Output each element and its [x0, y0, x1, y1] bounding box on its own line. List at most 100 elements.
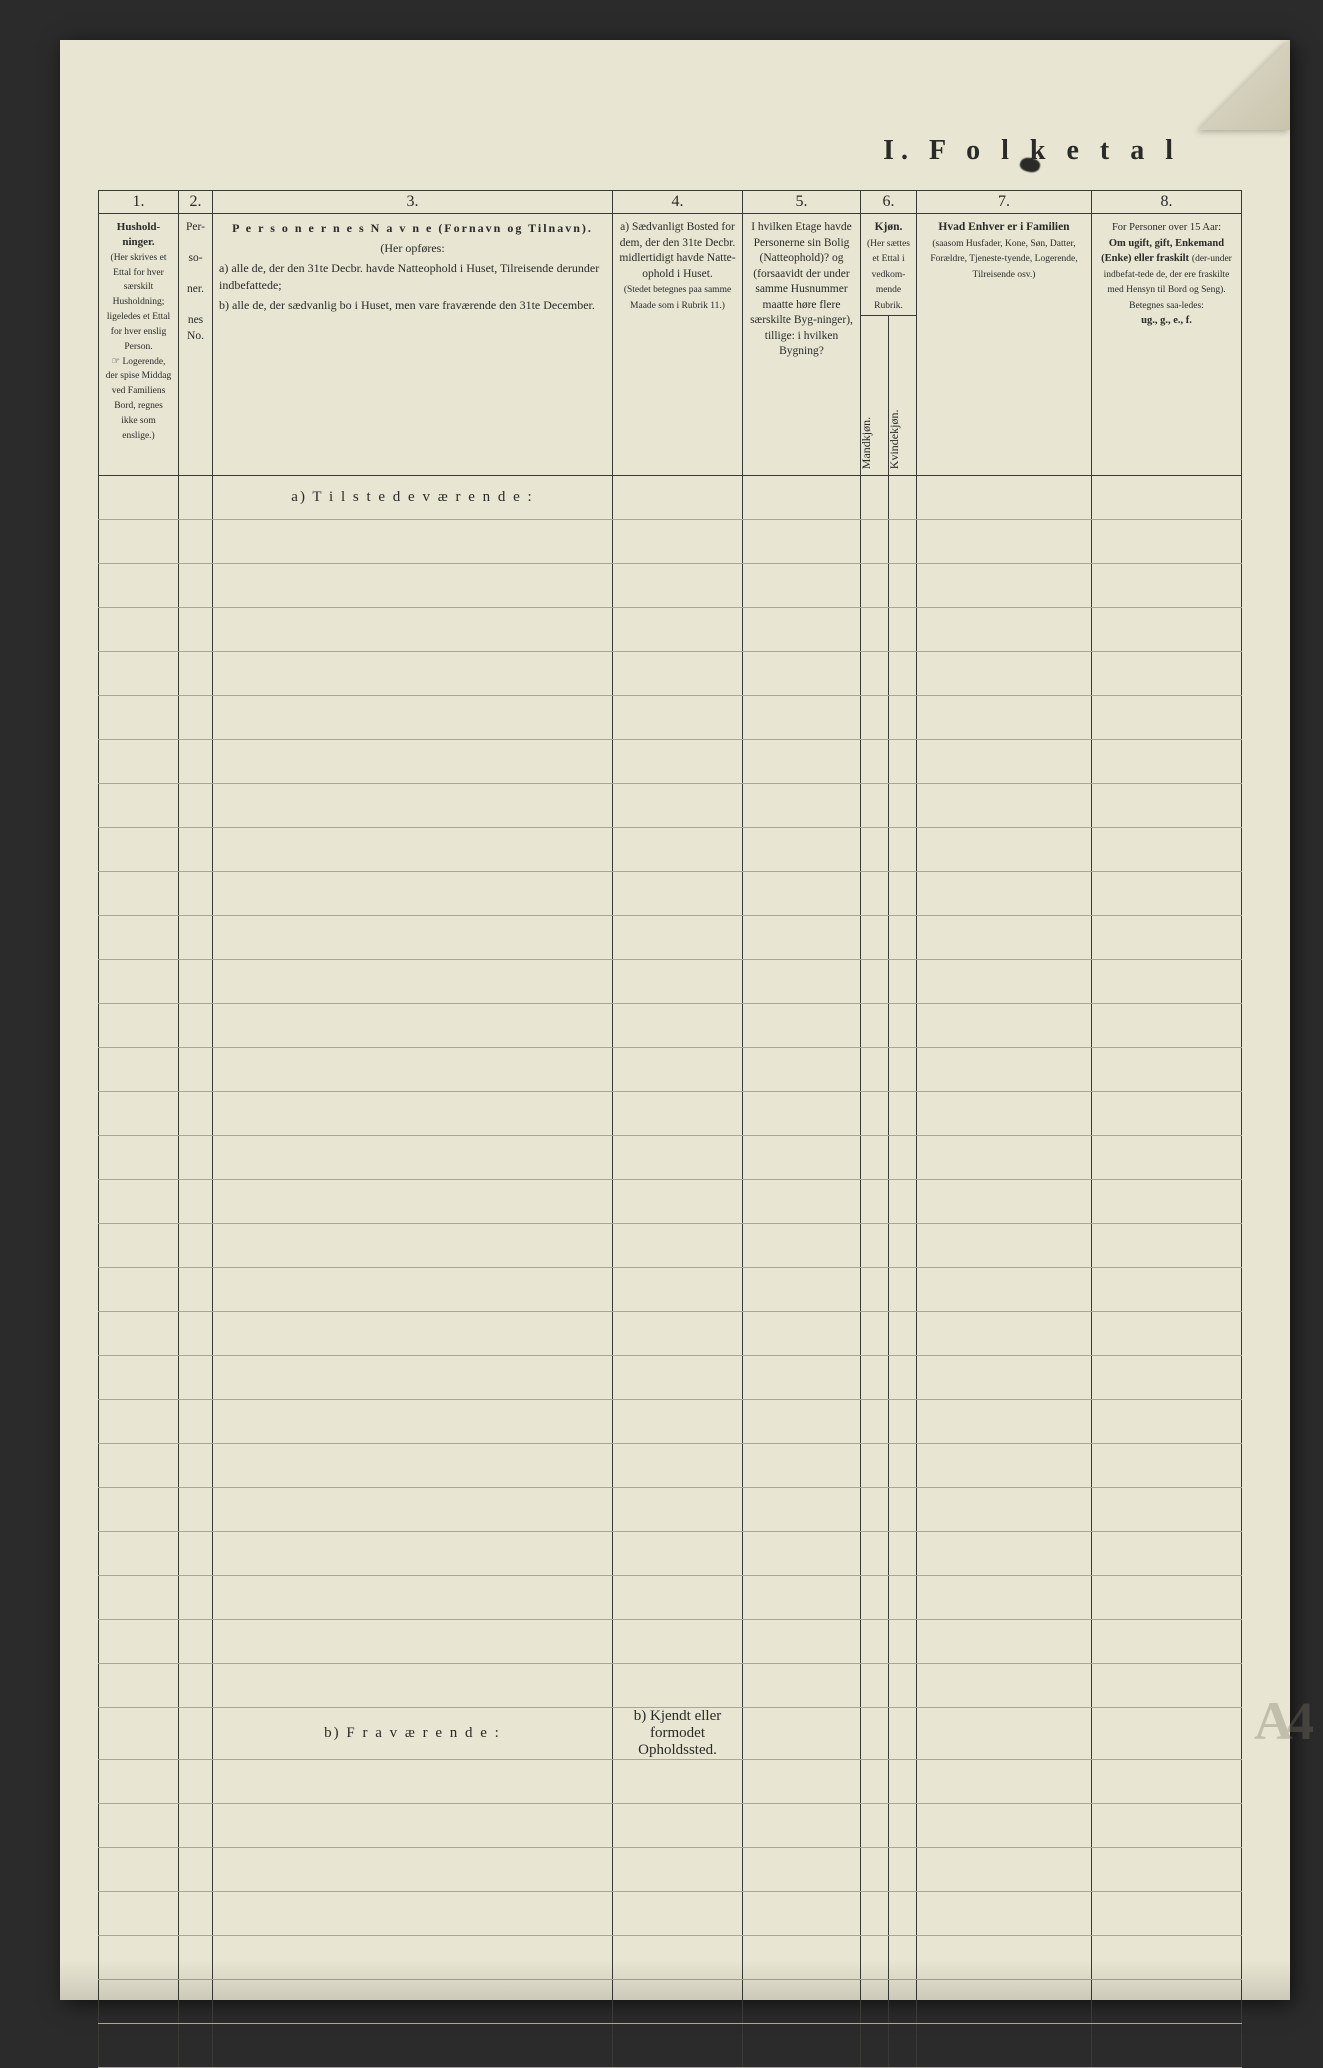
cell [213, 784, 613, 828]
cell [861, 1224, 889, 1268]
header-col6: Kjøn. (Her sættes et Ettal i vedkom-mend… [861, 214, 917, 476]
cell [213, 1224, 613, 1268]
cell [889, 652, 917, 696]
cell [179, 1444, 213, 1488]
cell [861, 1760, 889, 1804]
cell [613, 2024, 743, 2068]
colnum-3: 3. [213, 191, 613, 214]
cell [861, 1400, 889, 1444]
cell [179, 1048, 213, 1092]
cell [743, 1848, 861, 1892]
cell [99, 1092, 179, 1136]
cell [213, 1804, 613, 1848]
cell [917, 1136, 1092, 1180]
cell [889, 2024, 917, 2068]
table-row [99, 1004, 1242, 1048]
cell [743, 652, 861, 696]
cell [861, 1892, 889, 1936]
cell [179, 608, 213, 652]
section-b-col4: b) Kjendt eller formodet Opholdssted. [613, 1708, 743, 1760]
cell [743, 696, 861, 740]
cell [917, 740, 1092, 784]
cell [613, 1092, 743, 1136]
cell [613, 828, 743, 872]
cell [213, 1004, 613, 1048]
header-col4: a) Sædvanligt Bosted for dem, der den 31… [613, 214, 743, 476]
cell [99, 1004, 179, 1048]
cell [613, 696, 743, 740]
h1-title: Hushold- ninger. [117, 221, 160, 248]
cell [917, 1664, 1092, 1708]
cell [213, 960, 613, 1004]
cell [861, 1312, 889, 1356]
cell [861, 1444, 889, 1488]
table-row [99, 520, 1242, 564]
table-row [99, 1136, 1242, 1180]
table-row [99, 2024, 1242, 2068]
cell [99, 1048, 179, 1092]
table-row [99, 1804, 1242, 1848]
h7-body: (saasom Husfader, Kone, Søn, Datter, For… [930, 239, 1077, 280]
cell [861, 1136, 889, 1180]
cell [917, 1092, 1092, 1136]
cell [889, 1892, 917, 1936]
cell [99, 960, 179, 1004]
cell [613, 652, 743, 696]
colnum-8: 8. [1092, 191, 1242, 214]
cell [99, 1136, 179, 1180]
cell [861, 696, 889, 740]
cell [743, 1136, 861, 1180]
table-row [99, 1664, 1242, 1708]
cell [861, 1664, 889, 1708]
dog-ear-fold [1200, 40, 1290, 130]
cell [743, 1804, 861, 1848]
cell [743, 1048, 861, 1092]
cell [889, 520, 917, 564]
cell [889, 1092, 917, 1136]
cell [861, 1804, 889, 1848]
cell [613, 784, 743, 828]
cell [917, 1848, 1092, 1892]
cell [99, 1400, 179, 1444]
table-row [99, 1180, 1242, 1224]
cell [613, 1664, 743, 1708]
cell [889, 1576, 917, 1620]
h8-codes: ug., g., e., f. [1141, 315, 1192, 326]
cell [917, 564, 1092, 608]
cell [1092, 1804, 1242, 1848]
cell [179, 960, 213, 1004]
table-row [99, 872, 1242, 916]
cell [179, 1620, 213, 1664]
cell [613, 1760, 743, 1804]
cell [179, 1224, 213, 1268]
table-row [99, 1092, 1242, 1136]
table-row [99, 1312, 1242, 1356]
cell [743, 1400, 861, 1444]
h3-a: a) alle de, der den 31te Decbr. havde Na… [219, 260, 606, 292]
cell [889, 960, 917, 1004]
cell [1092, 828, 1242, 872]
cell [743, 1224, 861, 1268]
cell [917, 1268, 1092, 1312]
rows-absent [99, 1760, 1242, 2068]
cell [861, 1488, 889, 1532]
colnum-4: 4. [613, 191, 743, 214]
cell [1092, 1180, 1242, 1224]
header-col3: P e r s o n e r n e s N a v n e (Fornavn… [213, 214, 613, 476]
cell [1092, 1892, 1242, 1936]
cell [743, 1664, 861, 1708]
column-number-row: 1. 2. 3. 4. 5. 6. 7. 8. [99, 191, 1242, 214]
colnum-1: 1. [99, 191, 179, 214]
cell [889, 1664, 917, 1708]
table-row [99, 916, 1242, 960]
cell [1092, 1576, 1242, 1620]
header-col1: Hushold- ninger. (Her skrives et Ettal f… [99, 214, 179, 476]
cell [99, 1804, 179, 1848]
cell [613, 1576, 743, 1620]
table-row [99, 960, 1242, 1004]
cell [1092, 520, 1242, 564]
cell [1092, 1488, 1242, 1532]
cell [213, 1092, 613, 1136]
cell [743, 784, 861, 828]
cell [99, 696, 179, 740]
